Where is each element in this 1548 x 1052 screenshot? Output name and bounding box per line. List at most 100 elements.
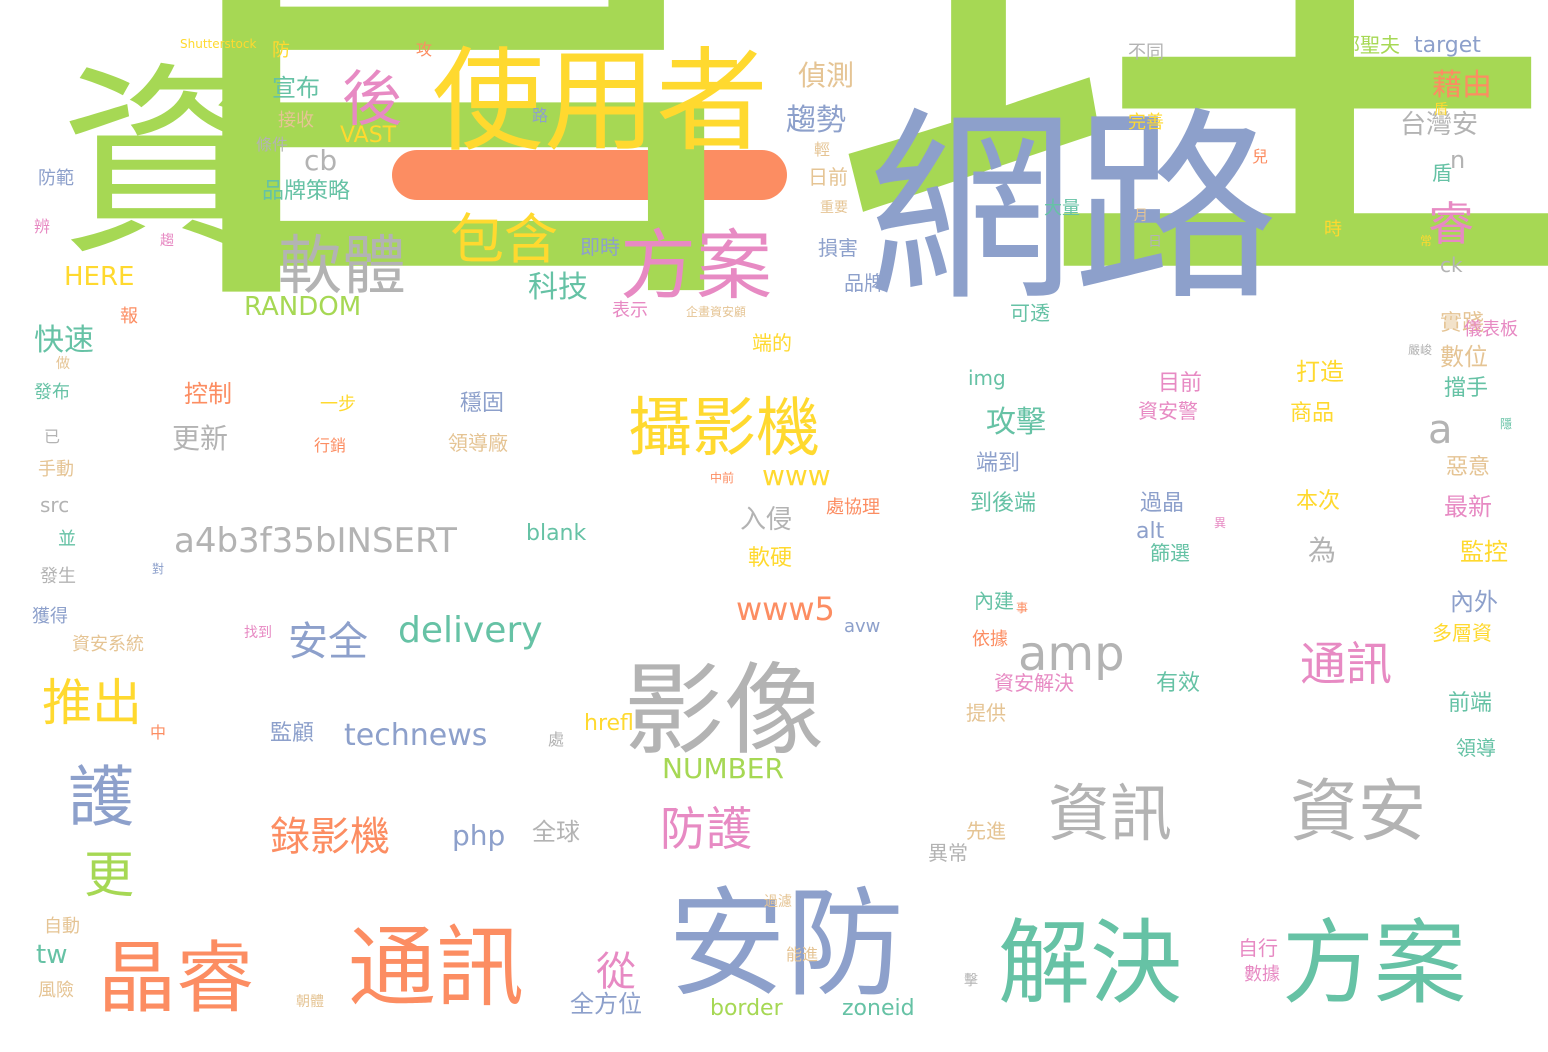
cloud-word: 實踐 <box>1440 311 1484 336</box>
cloud-word: 通訊 <box>1300 637 1392 691</box>
cloud-word: 晶睿 <box>98 934 254 1024</box>
cloud-word: NUMBER <box>662 752 784 785</box>
cloud-word: 目前 <box>1158 371 1202 396</box>
cloud-word: 防 <box>272 40 290 61</box>
cloud-word: 擊 <box>964 972 978 989</box>
cloud-word: n <box>1450 146 1465 174</box>
cloud-word: 內外 <box>1450 588 1498 616</box>
cloud-word: 中前 <box>710 470 734 485</box>
cloud-word: 數據 <box>1244 964 1280 985</box>
cloud-word: 到後端 <box>970 491 1036 516</box>
cloud-word: 行銷 <box>314 436 346 455</box>
cloud-word: 異常 <box>928 841 968 865</box>
cloud-word: 獲得 <box>32 606 68 627</box>
cloud-word: 並 <box>58 529 76 550</box>
cloud-word: ck <box>1440 253 1463 277</box>
cloud-word: 品牌策略 <box>262 179 350 204</box>
cloud-word: 月 <box>1134 208 1148 224</box>
cloud-word: 不同 <box>1128 42 1164 63</box>
cloud-word: www5 <box>736 590 835 628</box>
cloud-word: 內建 <box>974 589 1014 613</box>
cloud-word: 台灣安 <box>1400 110 1478 140</box>
cloud-word: 資 <box>60 46 265 284</box>
cloud-word: 大量 <box>1044 198 1080 219</box>
cloud-word: 方案 <box>620 221 772 310</box>
cloud-word: 數位 <box>1440 343 1488 371</box>
cloud-word: 趨 <box>160 233 174 249</box>
cloud-word: 儀表板 <box>1464 319 1518 340</box>
cloud-word: 端的 <box>752 331 792 355</box>
cloud-word: 日 <box>1148 234 1162 250</box>
cloud-word: 發生 <box>40 566 76 587</box>
cloud-word: 處 <box>548 730 564 749</box>
cloud-word: 損害 <box>818 236 858 260</box>
cloud-word: 資安系統 <box>72 634 144 655</box>
cloud-word: 科技 <box>528 270 588 305</box>
cloud-word: 商品 <box>1290 401 1334 426</box>
cloud-word: 先進 <box>966 819 1006 843</box>
cloud-word: Shutterstock <box>180 37 256 51</box>
cloud-word: 偵測 <box>798 59 854 92</box>
cloud-word: 宣布 <box>272 74 320 102</box>
cloud-word: 朝體 <box>296 994 324 1010</box>
cloud-word: 解決 <box>998 910 1182 1017</box>
cloud-word: 自行 <box>1238 936 1278 960</box>
cloud-word: 自動 <box>44 916 80 937</box>
cloud-word: 輕 <box>814 140 830 159</box>
cloud-word: 能進 <box>786 945 818 964</box>
cloud-word: hrefl <box>584 711 634 736</box>
cloud-word: 前端 <box>1448 691 1492 716</box>
cloud-word: 為 <box>1308 534 1336 567</box>
cloud-word: avw <box>844 616 880 637</box>
cloud-word: php <box>452 819 505 852</box>
cloud-word: 已 <box>44 427 60 446</box>
cloud-word: 辨 <box>34 217 50 236</box>
cloud-word: 路 <box>532 106 548 125</box>
cloud-word: 從 <box>596 949 636 995</box>
cloud-word: alt <box>1136 519 1165 544</box>
cloud-word: 防護 <box>660 802 752 856</box>
cloud-word: 包含 <box>450 208 558 271</box>
cloud-word: 使用者 <box>432 37 768 167</box>
cloud-word: RANDOM <box>244 292 361 322</box>
cloud-word: 通訊 <box>348 916 524 1019</box>
cloud-word: 可透 <box>1010 301 1050 325</box>
cloud-word: 管理 <box>62 0 1548 410</box>
cloud-word: 鄭聖夫 <box>1340 33 1400 57</box>
cloud-word: 過晶 <box>1140 491 1184 516</box>
cloud-word: target <box>1414 33 1481 58</box>
cloud-word: 重要 <box>820 200 848 216</box>
cloud-word: 端到 <box>976 451 1020 476</box>
cloud-word: img <box>968 366 1006 390</box>
cloud-word: a <box>1428 407 1453 453</box>
cloud-word: 方案 <box>1282 910 1466 1017</box>
cloud-word: 依據 <box>972 629 1008 650</box>
cloud-word: 對 <box>152 562 164 576</box>
cloud-word: 隱 <box>1500 417 1512 431</box>
cloud-word: 影像 <box>624 652 824 769</box>
cloud-word: 品牌 <box>844 271 884 295</box>
cloud-word: 盾 <box>1434 102 1448 118</box>
cloud-word: 找到 <box>244 625 272 641</box>
cloud-word: 更 <box>84 846 134 904</box>
word-cloud-words: 管理網路資一使用者安防影像解決方案通訊晶睿方案攝影機資安資訊軟體包含amp護後推… <box>32 0 1548 1024</box>
cloud-word: 防範 <box>38 168 74 189</box>
cloud-word: 穩固 <box>460 391 504 416</box>
cloud-word: HERE <box>64 262 134 292</box>
cloud-word: 睿 <box>1428 197 1474 251</box>
cloud-word: 安全 <box>288 619 368 665</box>
cloud-word: 資安解決 <box>994 671 1074 695</box>
cloud-word: 接收 <box>278 110 314 131</box>
cloud-word: 惡意 <box>1446 455 1490 480</box>
cloud-word: zoneid <box>842 996 915 1021</box>
cloud-word: 處協理 <box>826 497 880 518</box>
cloud-word: 完善 <box>1128 112 1164 133</box>
cloud-word: 全方位 <box>570 990 642 1018</box>
cloud-word: 報 <box>120 306 138 327</box>
cloud-word: 推出 <box>42 674 142 732</box>
cloud-word: 攻擊 <box>986 405 1046 440</box>
cloud-word: 軟硬 <box>748 546 792 571</box>
cloud-word: 做 <box>56 356 70 372</box>
cloud-word: 企畫資安顧 <box>686 304 746 319</box>
